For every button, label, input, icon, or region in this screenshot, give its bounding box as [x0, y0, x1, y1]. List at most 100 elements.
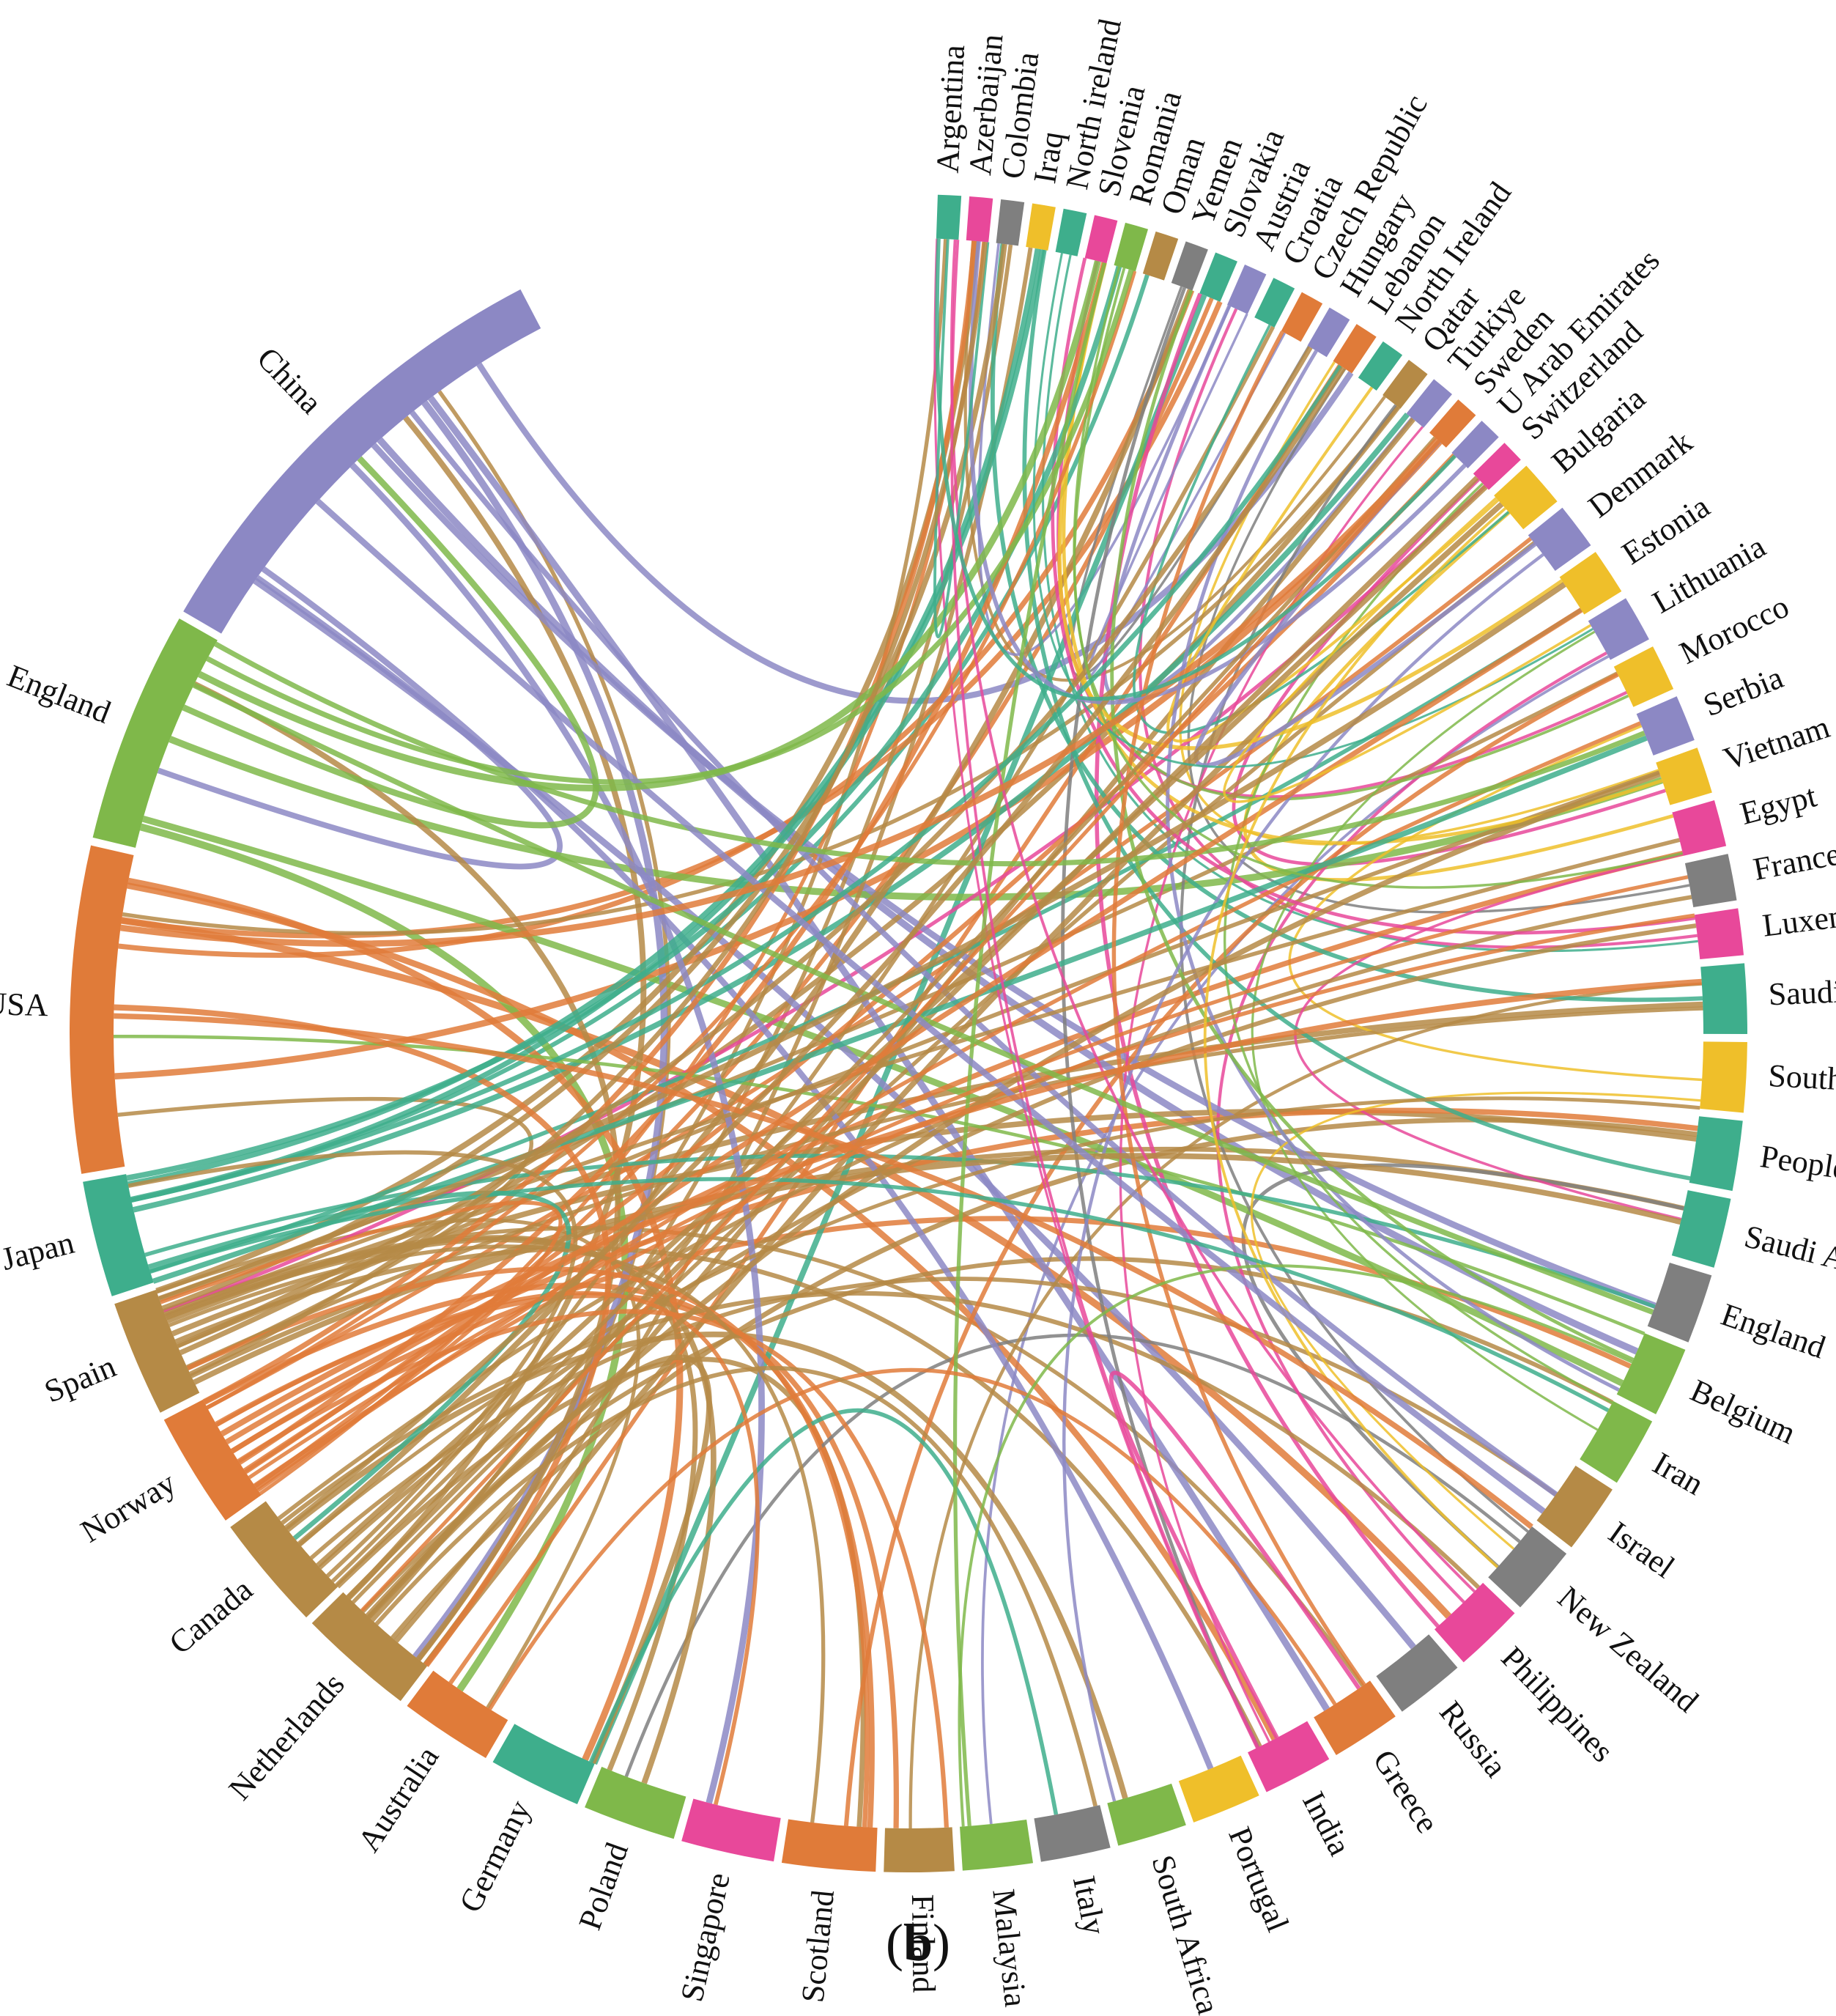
- arc-slovakia-9: [1199, 252, 1237, 302]
- ribbon-133: [1073, 266, 1684, 889]
- ribbon-68: [990, 243, 1703, 1003]
- arc-malaysia-47: [960, 1819, 1034, 1871]
- arc-estonia-23: [1559, 552, 1622, 615]
- arc-denmark-22: [1528, 507, 1591, 572]
- label-netherlands: Netherlands: [222, 1666, 352, 1807]
- ribbon-149: [127, 1150, 578, 1578]
- arc-philippines-40: [1435, 1582, 1515, 1663]
- label-norway: Norway: [75, 1465, 182, 1550]
- ribbon-layer: [114, 238, 1703, 1829]
- ribbon-46: [169, 736, 1664, 901]
- label-saudi-arabia: Saudi Arabia: [1741, 1218, 1836, 1293]
- arc-serbia-26: [1636, 696, 1695, 756]
- label-saudi-arabia: Saudi arabia: [1768, 970, 1836, 1012]
- ribbon-4: [1042, 254, 1698, 953]
- label-india: India: [1295, 1786, 1358, 1861]
- ribbon-150: [114, 1013, 1533, 1529]
- ribbon-167: [160, 1200, 563, 1492]
- arc-sweden-18: [1429, 399, 1476, 448]
- ribbon-44: [1056, 260, 1628, 799]
- label-spain: Spain: [40, 1348, 121, 1410]
- arc-turkiye-17: [1406, 379, 1453, 428]
- ribbon-164: [284, 366, 1346, 1530]
- label-england: England: [1717, 1296, 1830, 1365]
- arc-germany-52: [492, 1724, 595, 1804]
- ribbon-57: [174, 1246, 1262, 1748]
- arc-england-60: [92, 618, 218, 848]
- ribbon-168: [935, 238, 1456, 701]
- arc-croatia-11: [1254, 278, 1295, 328]
- arc-israel-38: [1536, 1466, 1613, 1548]
- arc-saudi-arabia-34: [1671, 1190, 1731, 1268]
- label-south-korea: South Korea: [1767, 1057, 1836, 1102]
- arc-oman-7: [1142, 231, 1179, 281]
- ribbon-6: [1139, 308, 1698, 949]
- label-australia: Australia: [351, 1740, 446, 1858]
- arc-colombia-2: [996, 199, 1025, 246]
- ribbon-82: [286, 1331, 1128, 1799]
- arc-azerbaijan-1: [966, 196, 993, 243]
- label-belgium: Belgium: [1685, 1372, 1801, 1451]
- label-argentina: Argentina: [930, 44, 972, 174]
- arc-new-zealand-39: [1488, 1526, 1567, 1608]
- ribbon-153: [950, 239, 1476, 1593]
- arc-china-61: [183, 289, 541, 634]
- ribbon-78: [1073, 267, 1629, 801]
- ribbon-99: [1062, 262, 1663, 845]
- arc-switzerland-20: [1473, 443, 1521, 490]
- arc-qatar-16: [1382, 359, 1428, 409]
- ribbon-87: [114, 1035, 1646, 1336]
- arc-france-29: [1684, 854, 1737, 908]
- arc-norway-56: [163, 1399, 262, 1521]
- caption-letter: b: [903, 1913, 933, 1972]
- ribbon-59: [624, 1333, 1521, 1778]
- arc-italy-46: [1034, 1805, 1111, 1862]
- ribbon-128: [237, 1309, 950, 1828]
- arc-portugal-44: [1178, 1755, 1259, 1823]
- ribbon-15: [1187, 368, 1690, 914]
- ribbon-129: [152, 735, 1648, 1284]
- arc-layer: [69, 194, 1747, 1872]
- ribbon-11: [1179, 361, 1659, 846]
- ribbon-109: [126, 265, 1122, 1181]
- label-serbia: Serbia: [1698, 660, 1788, 724]
- arc-peoples-r-china-33: [1689, 1116, 1743, 1192]
- ribbon-169: [182, 456, 599, 829]
- caption-close: ): [933, 1913, 950, 1972]
- arc-austria-10: [1227, 265, 1267, 314]
- label-china: China: [250, 340, 329, 421]
- ribbon-71: [1251, 630, 1599, 1431]
- label-iran: Iran: [1647, 1445, 1710, 1502]
- ribbon-32: [141, 816, 1624, 1387]
- ribbon-81: [133, 412, 1410, 1213]
- arc-bulgaria-21: [1494, 465, 1558, 530]
- ribbon-142: [488, 1367, 1337, 1710]
- arc-north-ireland-4: [1055, 208, 1087, 256]
- arc-singapore-50: [681, 1798, 781, 1862]
- label-greece: Greece: [1366, 1743, 1446, 1839]
- ribbon-113: [588, 1408, 1059, 1815]
- ribbon-80: [127, 877, 684, 1761]
- ribbon-48: [1180, 404, 1529, 1533]
- arc-india-43: [1248, 1721, 1330, 1792]
- ribbon-91: [1061, 287, 1260, 1749]
- ribbon-141: [243, 608, 1583, 1473]
- arc-lebanon-14: [1333, 324, 1377, 374]
- ribbon-165: [120, 437, 1440, 947]
- ribbon-161: [950, 239, 1259, 1749]
- arc-yemen-8: [1171, 241, 1208, 291]
- ribbon-69: [281, 1291, 1481, 1589]
- ribbon-155: [933, 239, 990, 638]
- arc-u-arab-emirates-19: [1451, 421, 1499, 469]
- arc-hungary-13: [1307, 307, 1350, 358]
- arc-australia-53: [407, 1670, 508, 1759]
- label-usa: USA: [0, 986, 49, 1024]
- label-germany: Germany: [452, 1795, 538, 1918]
- arc-slovenia-5: [1084, 215, 1118, 264]
- arc-netherlands-54: [311, 1592, 428, 1702]
- ribbon-126: [147, 1190, 571, 1540]
- label-egypt: Egypt: [1736, 778, 1820, 832]
- label-japan: Japan: [0, 1225, 78, 1277]
- ribbon-105: [298, 1096, 1700, 1546]
